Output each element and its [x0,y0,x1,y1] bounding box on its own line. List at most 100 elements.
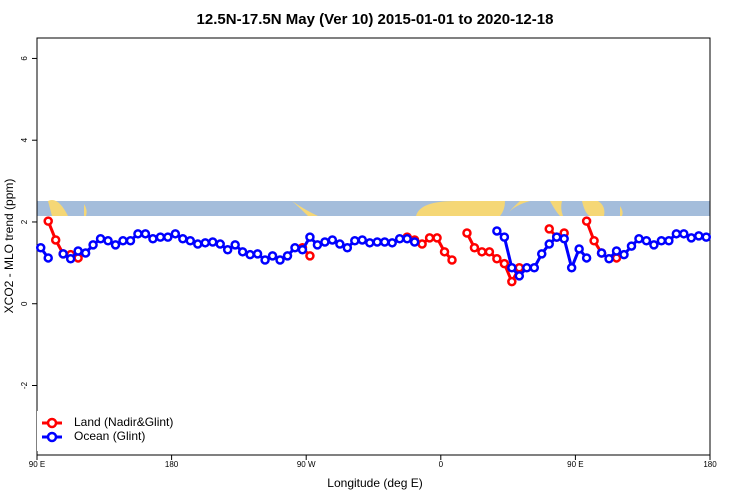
point [424,233,435,243]
point [507,263,517,273]
point [701,232,712,242]
point [88,240,98,250]
point [282,251,293,261]
chart-title: 12.5N-17.5N May (Ver 10) 2015-01-01 to 2… [197,11,554,28]
point [335,239,345,249]
point [305,251,315,261]
point [439,247,450,257]
point [342,242,353,253]
y-tick-label: -2 [20,381,29,389]
point [417,239,427,249]
point [514,263,525,273]
point [499,258,510,269]
point [155,232,166,242]
point [544,224,554,234]
point [626,241,637,251]
point [694,231,704,241]
legend-marker [46,417,58,429]
point [559,233,569,244]
point [178,233,188,244]
y-tick-label: 6 [20,56,29,61]
point [514,271,525,281]
point [365,238,375,248]
point [312,240,323,250]
y-axis-label: XCO2 - MLO trend (ppm) [2,179,16,314]
point [290,242,300,253]
point [566,263,577,273]
plot-frame [36,37,711,456]
point [447,255,457,265]
point [103,236,113,246]
point [604,254,614,264]
point [664,236,674,246]
series-line [39,229,707,279]
point [387,238,397,248]
x-tick-label: 180 [165,460,179,469]
point [679,229,689,239]
point [140,229,151,239]
point [507,276,517,287]
point [551,232,562,242]
point [193,239,203,249]
x-tick-label: 90 W [297,460,316,469]
point [170,229,181,239]
legend-label: Land (Nadir&Glint) [74,415,173,429]
point [327,235,338,245]
point [65,254,76,264]
point [73,246,83,256]
point [118,236,128,246]
point [671,229,682,239]
point [469,242,480,253]
point [43,216,53,226]
point [581,216,592,226]
point [357,235,368,245]
point [492,226,502,236]
point [619,249,629,260]
point [656,236,667,246]
point [492,254,502,264]
point [260,255,270,265]
point [379,237,390,247]
point [50,235,61,245]
point [297,245,308,255]
point [499,232,510,242]
point [611,246,622,256]
point [110,240,121,250]
point [544,239,554,249]
x-tick-label: 180 [703,460,717,469]
point [267,251,278,261]
point [649,240,659,250]
point [125,236,136,246]
point [402,233,412,244]
y-tick-label: 0 [20,301,29,306]
legend [37,411,187,451]
point [305,232,315,242]
point [409,237,420,247]
point [372,237,382,247]
point [596,248,607,258]
x-tick-label: 90 E [29,460,45,469]
point [574,244,584,254]
point [589,236,599,246]
point [394,233,405,244]
point [43,253,53,263]
point [484,247,495,257]
point [634,233,644,244]
x-axis-label: Longitude (deg E) [327,476,422,490]
point [320,237,330,247]
y-tick-label: 2 [20,219,29,224]
point [58,249,68,259]
point [432,233,442,243]
point [80,248,91,258]
series-line [48,221,616,282]
point [148,233,158,244]
point [185,236,196,246]
point [133,229,143,239]
legend-marker [46,431,58,443]
point [350,236,360,246]
legend-label: Ocean (Glint) [74,429,145,443]
point [686,233,697,243]
point [200,238,210,248]
point [275,255,285,265]
